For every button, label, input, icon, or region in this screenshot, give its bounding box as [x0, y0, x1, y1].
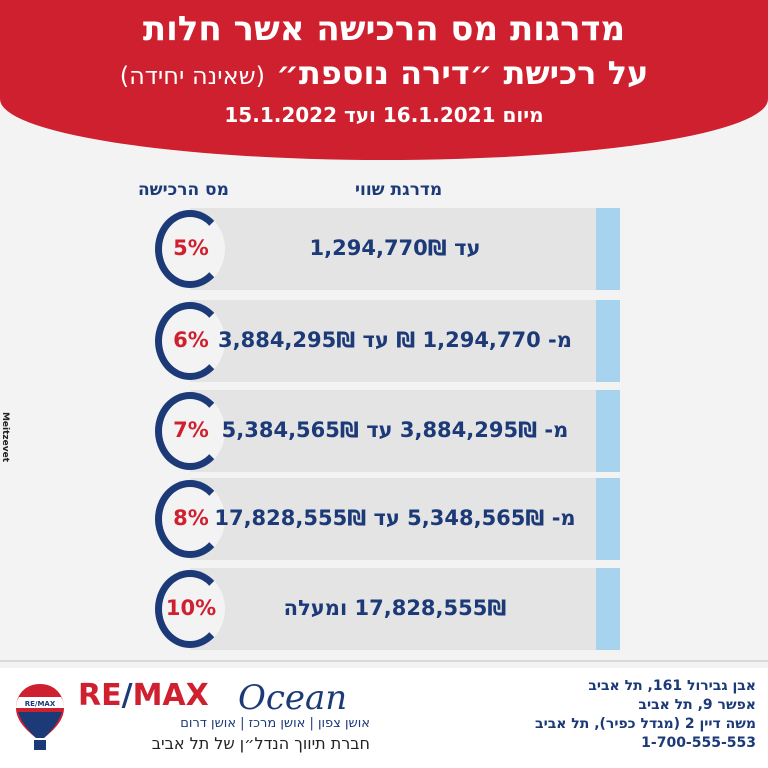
rate-arc-icon	[155, 302, 225, 380]
brand-re: RE	[78, 678, 122, 713]
header-date-range: מיום 16.1.2021 ועד 15.1.2022	[224, 103, 544, 127]
phone-number[interactable]: 1-700-555-553	[641, 735, 756, 751]
address-line: משה דיין 2 (מגדל כפיר), תל אביב	[535, 716, 756, 732]
column-header-value-band: מדרגת שווי	[355, 180, 443, 200]
row-accent-stripe	[596, 568, 620, 650]
row-value-band: מ- 5,348,565₪ עד 17,828,555₪	[214, 506, 576, 530]
brand-max: MAX	[132, 678, 209, 713]
rate-arc-icon	[155, 480, 225, 558]
table-row	[190, 478, 596, 560]
header-banner: מדרגות מס הרכישה אשר חלות על רכישת ״דירה…	[0, 0, 768, 160]
side-credit: Meitzevet	[0, 411, 11, 463]
header-title-line2-main: על רכישת ״דירה נוספת״	[276, 54, 649, 92]
row-accent-stripe	[596, 478, 620, 560]
table-row	[190, 208, 596, 290]
row-tax-rate: 10%	[165, 596, 217, 620]
rate-arc-icon	[155, 570, 225, 648]
footer	[0, 668, 768, 768]
header-title-line2: על רכישת ״דירה נוספת״ (שאינה יחידה)	[0, 52, 768, 97]
contact-address: אבן גבירול 161, תל אביב אפשר 9, תל אביב …	[535, 677, 756, 753]
row-accent-stripe	[596, 390, 620, 472]
company-tagline: חברת תיווך הנדל״ן של תל אביב	[151, 734, 370, 753]
row-tax-rate: 7%	[173, 418, 209, 442]
table-row	[190, 300, 596, 382]
header-title-line1: מדרגות מס הרכישה אשר חלות	[142, 9, 626, 49]
column-header-tax-rate: מס הרכישה	[138, 180, 229, 200]
row-accent-stripe	[596, 208, 620, 290]
footer-divider	[0, 660, 768, 662]
row-value-band: מ- 1,294,770 ₪ עד 3,884,295₪	[218, 328, 572, 352]
row-tax-rate: 5%	[173, 236, 209, 260]
address-line: אבן גבירול 161, תל אביב	[588, 678, 756, 694]
row-value-band: מ- 3,884,295₪ עד 5,384,565₪	[221, 418, 569, 442]
row-value-band: 17,828,555₪ ומעלה	[283, 596, 507, 620]
office-list: אושן צפון | אושן מרכז | אושן דרום	[180, 716, 370, 731]
row-tax-rate: 6%	[173, 328, 209, 352]
row-tax-rate: 8%	[173, 506, 209, 530]
table-row	[190, 390, 596, 472]
row-accent-stripe	[596, 300, 620, 382]
address-line: אפשר 9, תל אביב	[638, 697, 756, 713]
remax-balloon-icon: RE/MAX	[16, 684, 64, 750]
row-value-band: עד 1,294,770₪	[309, 236, 481, 260]
balloon-label: RE/MAX	[25, 700, 56, 708]
rate-arc-icon	[155, 392, 225, 470]
brand-ocean: Ocean	[238, 678, 348, 718]
header-title-line2-sub: (שאינה יחידה)	[119, 62, 266, 90]
brand-logo: RE/MAX	[78, 678, 209, 713]
table-row	[190, 568, 596, 650]
rate-arc-icon	[155, 210, 225, 288]
brand-slash: /	[121, 678, 133, 713]
